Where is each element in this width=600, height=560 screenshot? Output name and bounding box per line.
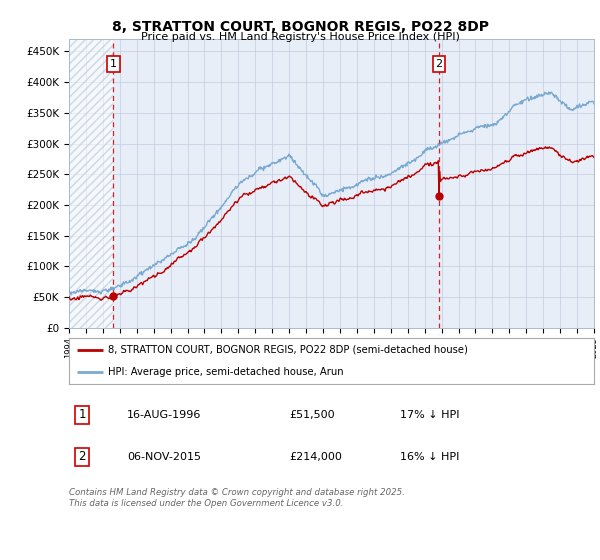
- Text: 16% ↓ HPI: 16% ↓ HPI: [400, 452, 459, 462]
- Text: 8, STRATTON COURT, BOGNOR REGIS, PO22 8DP (semi-detached house): 8, STRATTON COURT, BOGNOR REGIS, PO22 8D…: [109, 344, 468, 354]
- Text: £51,500: £51,500: [290, 410, 335, 420]
- Text: 2: 2: [436, 59, 443, 69]
- Text: 16-AUG-1996: 16-AUG-1996: [127, 410, 201, 420]
- Text: HPI: Average price, semi-detached house, Arun: HPI: Average price, semi-detached house,…: [109, 367, 344, 377]
- Text: 17% ↓ HPI: 17% ↓ HPI: [400, 410, 459, 420]
- Text: 06-NOV-2015: 06-NOV-2015: [127, 452, 201, 462]
- Text: £214,000: £214,000: [290, 452, 343, 462]
- Text: 1: 1: [110, 59, 117, 69]
- Text: 8, STRATTON COURT, BOGNOR REGIS, PO22 8DP: 8, STRATTON COURT, BOGNOR REGIS, PO22 8D…: [112, 20, 488, 34]
- Text: 2: 2: [79, 450, 86, 464]
- Bar: [69, 39, 113, 328]
- Text: Contains HM Land Registry data © Crown copyright and database right 2025.
This d: Contains HM Land Registry data © Crown c…: [69, 488, 405, 508]
- Text: Price paid vs. HM Land Registry's House Price Index (HPI): Price paid vs. HM Land Registry's House …: [140, 32, 460, 43]
- Text: 1: 1: [79, 408, 86, 422]
